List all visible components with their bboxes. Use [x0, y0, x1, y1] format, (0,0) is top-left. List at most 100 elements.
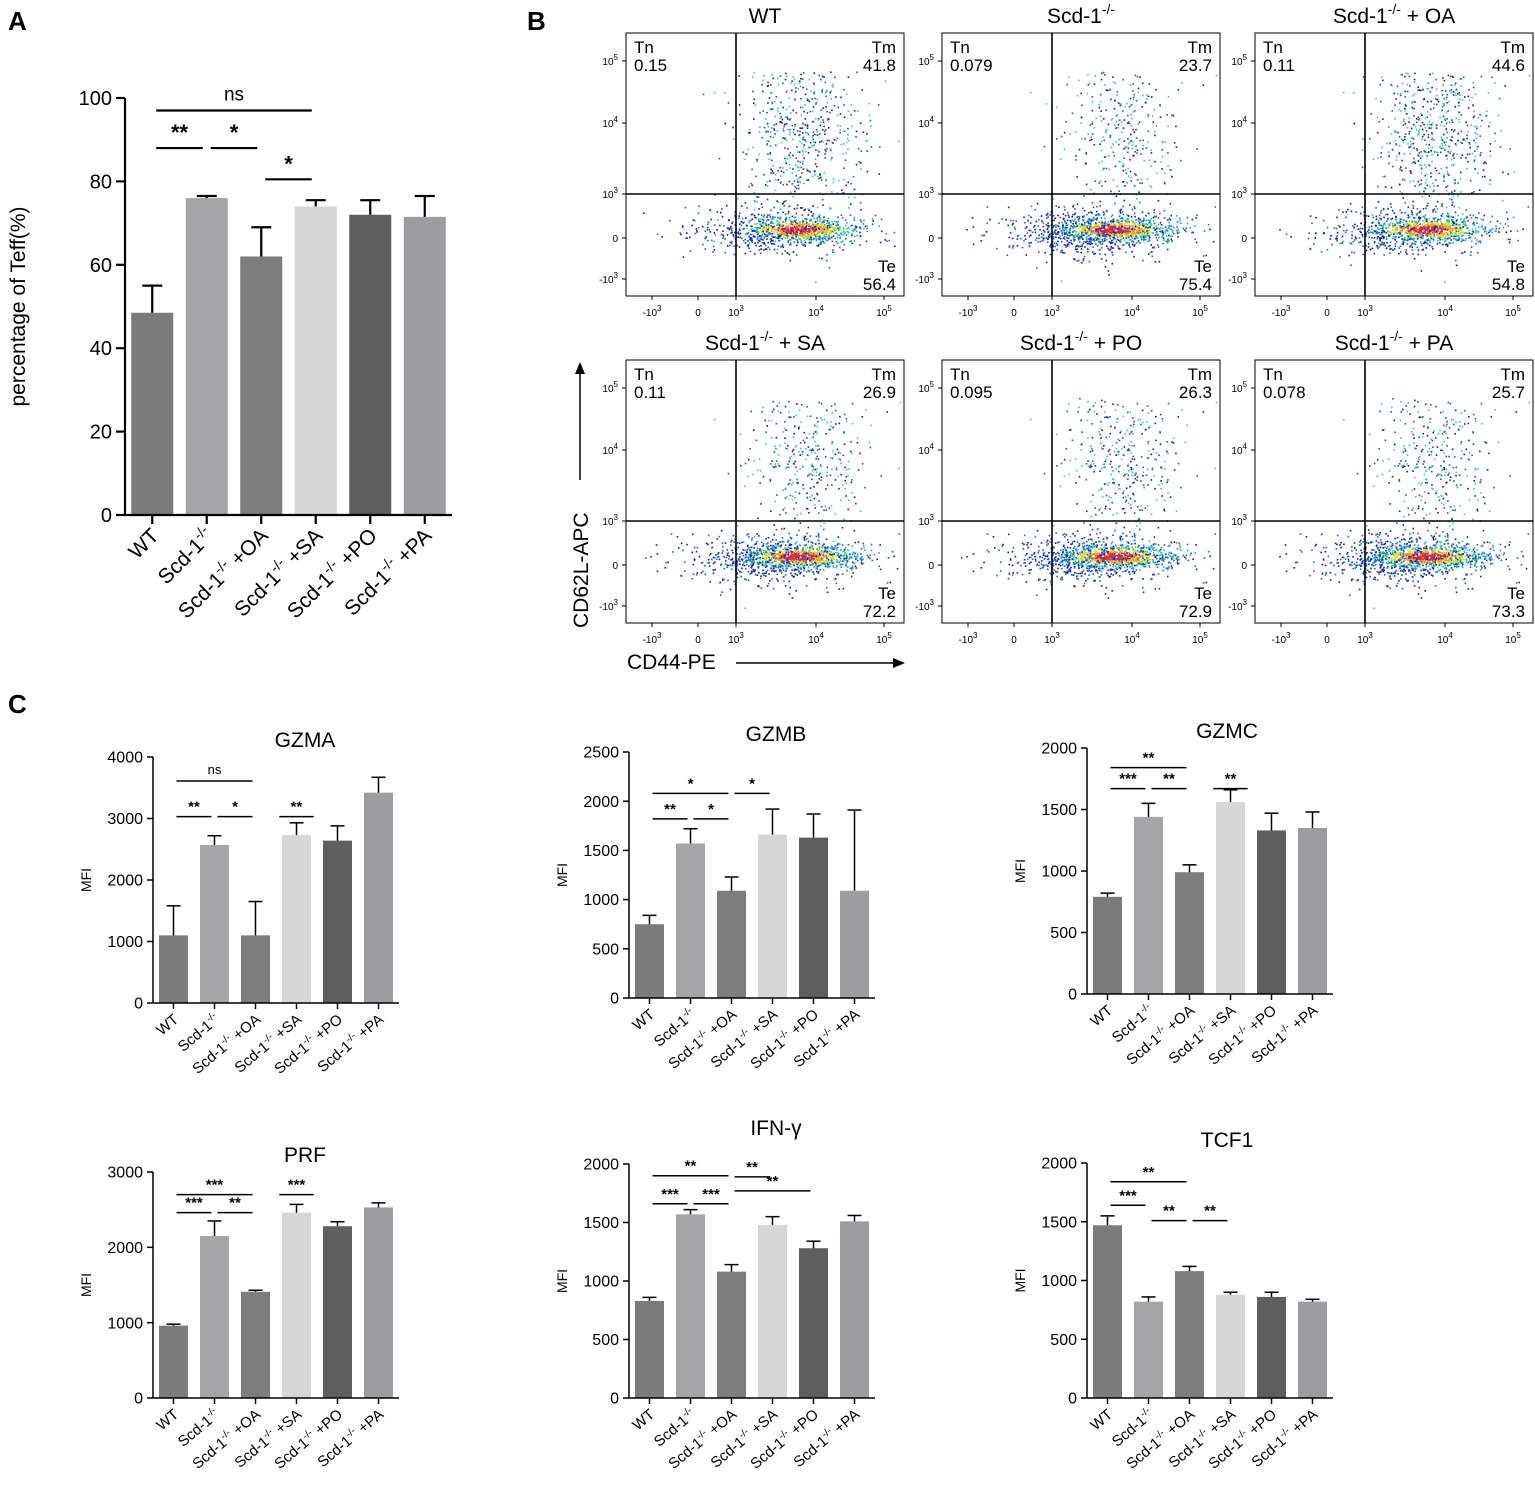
flow-dot — [1105, 225, 1107, 227]
flow-dot — [1052, 236, 1054, 238]
flow-dot — [763, 174, 765, 176]
flow-dot — [1507, 225, 1509, 227]
flow-dot — [832, 223, 834, 225]
flow-dot — [1111, 221, 1114, 224]
flow-dot — [1433, 208, 1436, 211]
flow-dot — [1430, 126, 1433, 129]
flow-dot — [1090, 136, 1092, 138]
flow-dot — [1186, 222, 1189, 225]
flow-dot — [1433, 107, 1435, 109]
flow-dot — [835, 224, 837, 227]
flow-dot — [1079, 230, 1082, 233]
flow-dot — [766, 143, 768, 145]
flow-dot — [1109, 248, 1112, 251]
flow-dot — [745, 217, 747, 219]
flow-dot — [1181, 82, 1183, 84]
flow-dot — [1173, 232, 1175, 235]
flow-dot — [1414, 72, 1416, 75]
flow-dot — [753, 253, 756, 255]
flow-dot — [814, 163, 817, 165]
flow-dot — [1121, 231, 1123, 234]
flow-dot — [796, 179, 799, 181]
flow-dot — [1113, 224, 1115, 226]
flow-dot — [816, 224, 819, 226]
flow-dot — [1101, 225, 1104, 227]
flow-dot — [782, 230, 785, 233]
flow-dot — [1076, 203, 1079, 205]
flow-dot — [1093, 143, 1096, 146]
flow-dot — [1143, 159, 1145, 162]
flow-dot — [1467, 130, 1469, 133]
quadrant-te-label: Te — [1194, 257, 1212, 276]
flow-dot — [770, 243, 773, 245]
flow-dot — [1057, 240, 1059, 243]
flow-dot — [1177, 89, 1180, 91]
flow-dot — [1078, 223, 1080, 225]
flow-dot — [1127, 221, 1129, 223]
flow-dot — [1458, 104, 1461, 107]
flow-dot — [1089, 221, 1091, 224]
flow-dot — [1135, 128, 1137, 131]
flow-dot — [855, 226, 858, 229]
flow-dot — [778, 218, 781, 220]
flow-dot — [785, 227, 788, 229]
flow-dot — [1112, 233, 1114, 235]
flow-dot — [833, 251, 835, 254]
flow-dot — [1125, 233, 1127, 235]
flow-dot — [797, 225, 799, 227]
flow-dot — [1379, 239, 1381, 241]
y-tick-label: 0 — [101, 505, 112, 527]
flow-dot — [1309, 247, 1311, 250]
flow-dot — [767, 130, 769, 133]
flow-dot — [1424, 217, 1426, 219]
flow-dot — [1094, 230, 1097, 232]
flow-dot — [1138, 121, 1141, 124]
flow-dot — [800, 224, 802, 226]
flow-dot — [1124, 105, 1127, 108]
flow-dot — [1404, 133, 1407, 135]
flow-dot — [822, 226, 825, 228]
flow-dot — [1116, 221, 1118, 223]
flow-dot — [1427, 232, 1430, 235]
flow-dot — [777, 201, 780, 204]
flow-dot — [1445, 229, 1448, 231]
flow-dot — [1406, 224, 1409, 226]
flow-dot — [1443, 180, 1445, 182]
flow-dot — [833, 229, 836, 231]
flow-dot — [1070, 239, 1072, 242]
flow-dot — [769, 233, 772, 235]
flow-dot — [1427, 231, 1429, 233]
flow-dot — [1395, 144, 1397, 146]
flow-dot — [1104, 235, 1107, 238]
flow-dot — [1050, 211, 1052, 213]
flow-dot — [817, 118, 820, 120]
flow-dot — [1424, 231, 1427, 234]
flow-dot — [1416, 208, 1419, 210]
flow-dot — [1473, 125, 1476, 128]
flow-dot — [791, 233, 794, 236]
flow-dot — [826, 220, 829, 222]
flow-dot — [1380, 233, 1383, 236]
flow-dot — [803, 157, 805, 160]
flow-dot — [772, 236, 775, 238]
flow-dot — [804, 118, 807, 120]
flow-dot — [1370, 225, 1373, 228]
flow-dot — [1137, 236, 1139, 239]
flow-dot — [1485, 114, 1488, 117]
flow-dot — [1407, 235, 1410, 238]
flow-dot — [794, 164, 797, 166]
flow-dot — [1085, 153, 1088, 155]
flow-dot — [1445, 128, 1447, 131]
y-tick-label: 100 — [79, 88, 112, 110]
flow-dot — [1105, 223, 1108, 225]
flow-dot — [1359, 230, 1361, 233]
flow-dot — [1092, 218, 1094, 220]
flow-dot — [793, 84, 796, 86]
flow-dot — [1473, 159, 1476, 161]
flow-dot — [1110, 146, 1113, 149]
flow-dot — [1024, 227, 1027, 229]
flow-dot — [1110, 190, 1112, 193]
flow-dot — [823, 216, 825, 218]
flow-dot — [1430, 234, 1432, 236]
flow-dot — [1067, 237, 1070, 240]
